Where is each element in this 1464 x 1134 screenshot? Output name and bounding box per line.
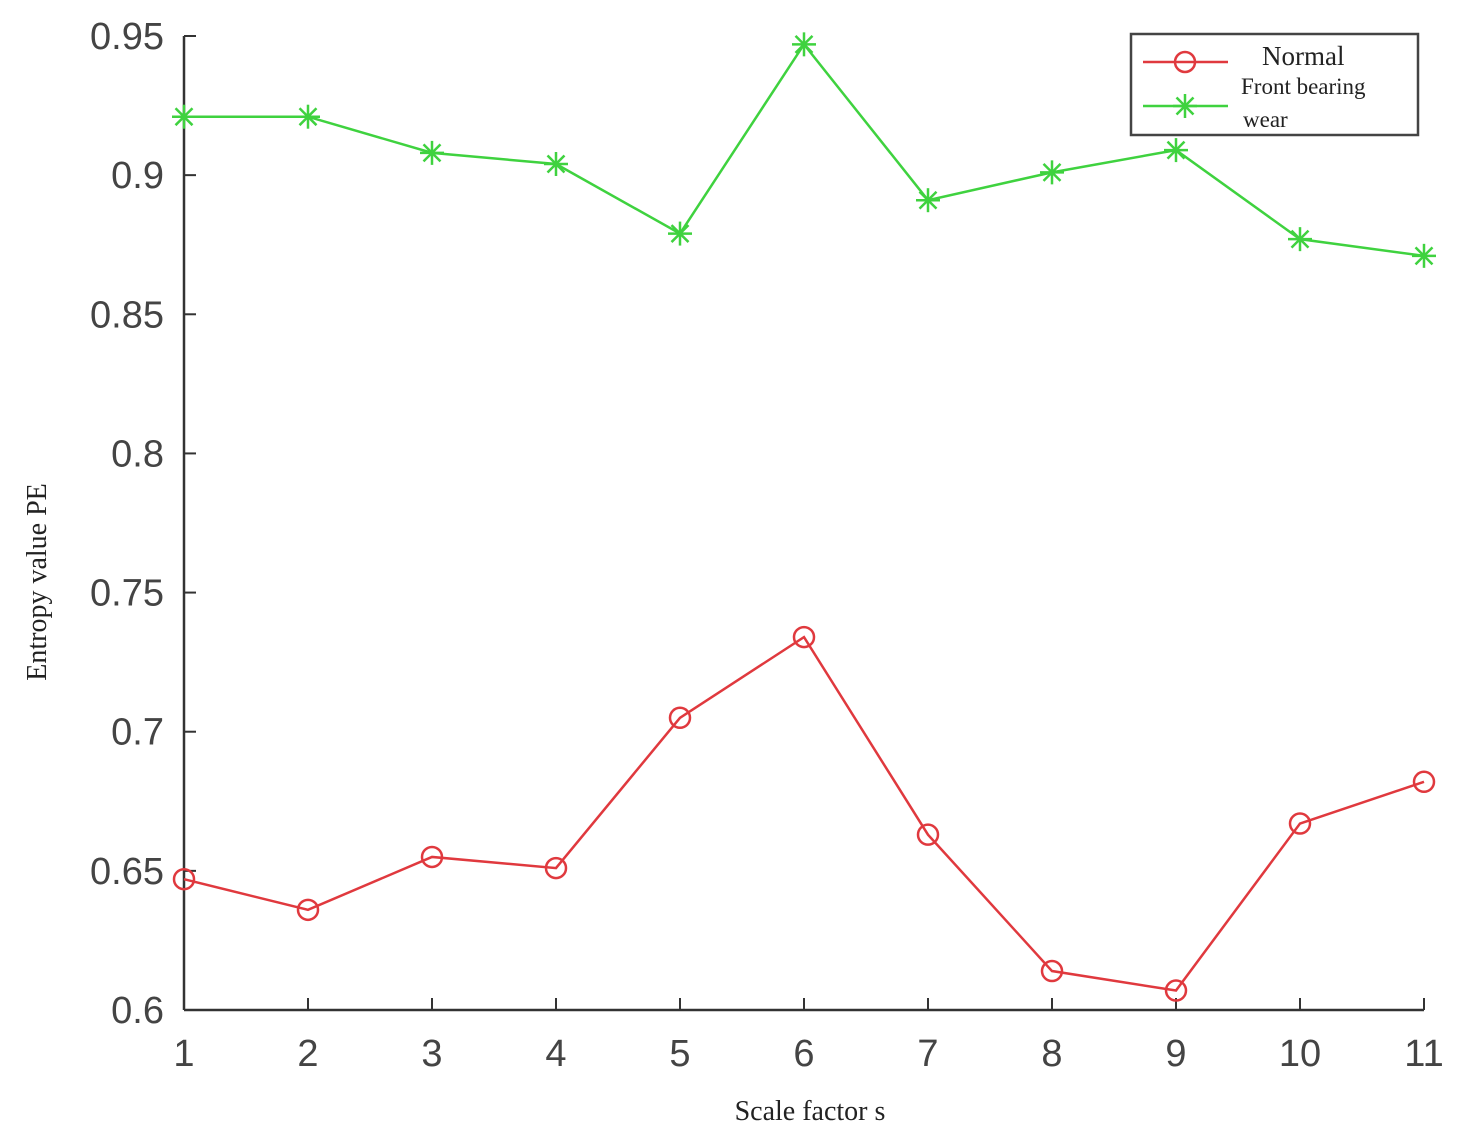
x-tick-label: 2 <box>297 1033 318 1075</box>
data-point-front-bearing-wear <box>544 152 568 177</box>
x-tick-label: 3 <box>421 1033 442 1075</box>
legend-label-front-bearing-wear-line2: wear <box>1243 107 1288 132</box>
data-point-normal <box>544 856 568 880</box>
x-tick-label: 9 <box>1165 1033 1186 1075</box>
legend-label-front-bearing-wear-line1: Front bearing <box>1241 74 1366 99</box>
data-point-front-bearing-wear <box>172 104 196 129</box>
data-point-normal <box>420 845 444 869</box>
data-point-front-bearing-wear <box>1040 160 1064 185</box>
data-point-normal <box>792 625 816 649</box>
x-tick-label: 5 <box>669 1033 690 1075</box>
x-tick-label: 11 <box>1404 1033 1443 1075</box>
series-normal <box>172 625 1436 1002</box>
y-tick-label: 0.6 <box>111 990 164 1032</box>
data-point-front-bearing-wear <box>420 140 444 165</box>
data-point-normal <box>296 898 320 922</box>
series-line-normal <box>183 635 1425 992</box>
legend-box <box>1129 32 1420 137</box>
x-tick-label: 10 <box>1279 1033 1321 1075</box>
x-tick-label: 6 <box>793 1033 814 1075</box>
y-tick-label: 0.75 <box>90 573 164 615</box>
legend-label-normal: Normal <box>1262 41 1344 71</box>
y-tick-label: 0.7 <box>111 712 164 754</box>
x-tick-label: 8 <box>1041 1033 1062 1075</box>
data-point-normal <box>1412 770 1436 794</box>
axes <box>182 36 1424 1012</box>
data-point-normal <box>668 706 692 730</box>
x-axis-title: Scale factor s <box>735 1096 886 1127</box>
legend-entry-normal: Normal <box>1143 41 1344 74</box>
data-point-front-bearing-wear <box>1288 227 1312 252</box>
data-point-front-bearing-wear <box>668 221 692 246</box>
y-tick-label: 0.65 <box>90 851 164 893</box>
legend-marker-front-bearing-wear <box>1173 94 1197 118</box>
x-tick-label: 1 <box>173 1033 194 1075</box>
data-point-normal <box>172 867 196 891</box>
y-tick-label: 0.8 <box>111 433 164 475</box>
x-tick-label: 4 <box>545 1033 566 1075</box>
data-point-front-bearing-wear <box>1164 138 1188 163</box>
data-point-normal <box>1040 959 1064 983</box>
x-tick-label: 7 <box>917 1033 938 1075</box>
x-ticks: 1 2 3 4 5 6 7 8 9 10 11 <box>173 998 1444 1075</box>
y-tick-label: 0.9 <box>111 155 164 197</box>
y-tick-label: 0.95 <box>90 16 164 58</box>
y-tick-label: 0.85 <box>90 294 164 336</box>
y-axis-title: Entropy value PE <box>22 483 53 681</box>
data-point-front-bearing-wear <box>1412 243 1436 268</box>
data-point-front-bearing-wear <box>916 188 940 213</box>
legend: Normal Front bearing wear <box>1129 32 1420 137</box>
data-point-normal <box>1288 812 1312 835</box>
legend-star-glyph <box>1173 94 1197 118</box>
y-ticks: 0.6 0.65 0.7 0.75 0.8 0.85 0.9 0.95 <box>90 16 196 1032</box>
legend-marker-normal <box>1173 50 1197 74</box>
data-point-front-bearing-wear <box>296 104 320 129</box>
data-point-normal <box>916 823 940 846</box>
series-front-bearing-wear <box>172 32 1436 268</box>
legend-entry-front-bearing-wear: Front bearing wear <box>1143 74 1366 132</box>
series-layer <box>172 32 1436 1002</box>
data-point-normal <box>1164 979 1188 1002</box>
data-point-front-bearing-wear <box>792 32 816 57</box>
